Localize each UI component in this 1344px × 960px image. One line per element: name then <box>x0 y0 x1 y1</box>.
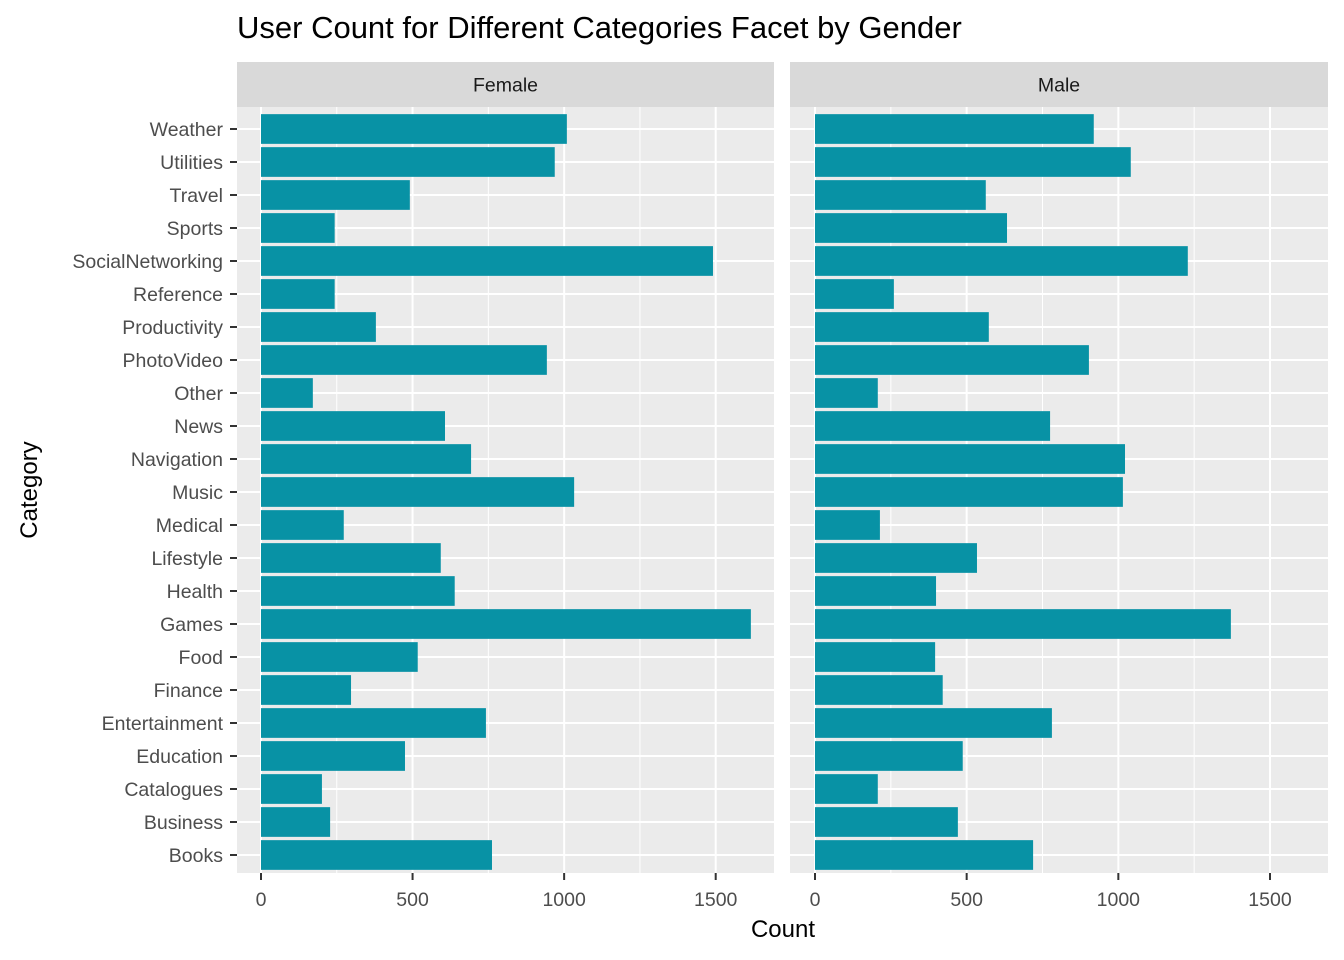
facet-strip <box>237 62 774 107</box>
y-tick-label: Catalogues <box>124 779 223 801</box>
bar-female-medical <box>261 510 344 540</box>
bar-female-health <box>261 576 455 606</box>
bar-female-socialnetworking <box>261 246 713 276</box>
y-tick-label: Entertainment <box>102 713 224 735</box>
bar-female-education <box>261 741 405 771</box>
y-tick-label: Finance <box>154 680 223 702</box>
bar-female-lifestyle <box>261 543 441 573</box>
bar-male-socialnetworking <box>815 246 1188 276</box>
y-tick-label: Utilities <box>160 152 223 174</box>
y-tick-label: Travel <box>170 185 223 207</box>
y-tick-label: Lifestyle <box>151 548 223 570</box>
y-tick-label: Sports <box>167 218 224 240</box>
bar-male-navigation <box>815 444 1126 474</box>
bar-female-news <box>261 411 446 441</box>
y-tick-label: News <box>174 416 223 438</box>
bar-female-productivity <box>261 312 376 342</box>
bar-female-food <box>261 642 418 672</box>
bar-female-reference <box>261 279 335 309</box>
y-tick-label: Books <box>169 845 223 867</box>
bar-male-books <box>815 840 1034 870</box>
bar-male-entertainment <box>815 708 1052 738</box>
y-tick-label: Games <box>160 614 223 636</box>
bar-male-education <box>815 741 963 771</box>
x-tick-label: 0 <box>256 889 267 911</box>
x-tick-label: 1000 <box>1097 889 1141 911</box>
facet-strip-label: Female <box>473 75 538 97</box>
bar-male-food <box>815 642 936 672</box>
bar-male-lifestyle <box>815 543 977 573</box>
x-tick-label: 500 <box>950 889 983 911</box>
bar-male-sports <box>815 213 1008 243</box>
bar-female-business <box>261 807 331 837</box>
facet-panel-female: Female 0 500 1000 1500 <box>237 62 774 911</box>
x-tick-label: 1500 <box>694 889 738 911</box>
chart-title: User Count for Different Categories Face… <box>237 10 962 45</box>
bar-female-weather <box>261 114 567 144</box>
y-tick-label: Music <box>172 482 223 504</box>
x-axis-title: Count <box>750 916 816 943</box>
bar-male-photovideo <box>815 345 1089 375</box>
y-tick-label: Reference <box>133 284 223 306</box>
x-tick-label: 0 <box>810 889 821 911</box>
x-tick-label: 1500 <box>1248 889 1292 911</box>
bar-male-other <box>815 378 878 408</box>
bar-female-finance <box>261 675 352 705</box>
x-tick-label: 1000 <box>542 889 586 911</box>
facet-panel-male: Male 0 500 1000 1500 <box>790 62 1328 911</box>
bar-female-catalogues <box>261 774 322 804</box>
bar-female-utilities <box>261 147 555 177</box>
x-tick-label: 500 <box>396 889 429 911</box>
bar-male-health <box>815 576 937 606</box>
bar-female-sports <box>261 213 335 243</box>
y-tick-label: Productivity <box>122 317 223 339</box>
bar-male-catalogues <box>815 774 878 804</box>
bar-female-photovideo <box>261 345 547 375</box>
bar-male-medical <box>815 510 880 540</box>
bar-male-music <box>815 477 1123 507</box>
bar-male-weather <box>815 114 1094 144</box>
y-tick-label: Education <box>136 746 223 768</box>
bar-male-travel <box>815 180 986 210</box>
bar-male-news <box>815 411 1051 441</box>
facet-strip <box>790 62 1328 107</box>
bar-female-entertainment <box>261 708 486 738</box>
bar-female-other <box>261 378 313 408</box>
y-tick-label: PhotoVideo <box>123 350 224 372</box>
y-axis: Weather Utilities Travel Sports SocialNetwor… <box>72 119 237 867</box>
bar-female-games <box>261 609 751 639</box>
y-tick-label: Health <box>167 581 223 603</box>
bar-female-books <box>261 840 492 870</box>
bar-male-utilities <box>815 147 1131 177</box>
facet-strip-label: Male <box>1038 75 1080 97</box>
bar-male-finance <box>815 675 943 705</box>
bar-female-music <box>261 477 575 507</box>
bar-male-games <box>815 609 1231 639</box>
bar-female-navigation <box>261 444 472 474</box>
bar-female-travel <box>261 180 410 210</box>
y-tick-label: Medical <box>156 515 223 537</box>
y-tick-label: Food <box>179 647 223 669</box>
y-tick-label: Business <box>144 812 223 834</box>
bar-male-reference <box>815 279 894 309</box>
y-tick-label: Weather <box>150 119 224 141</box>
y-tick-label: Other <box>174 383 223 405</box>
bar-male-productivity <box>815 312 989 342</box>
y-tick-label: Navigation <box>131 449 223 471</box>
y-tick-label: SocialNetworking <box>72 251 223 273</box>
bar-male-business <box>815 807 958 837</box>
